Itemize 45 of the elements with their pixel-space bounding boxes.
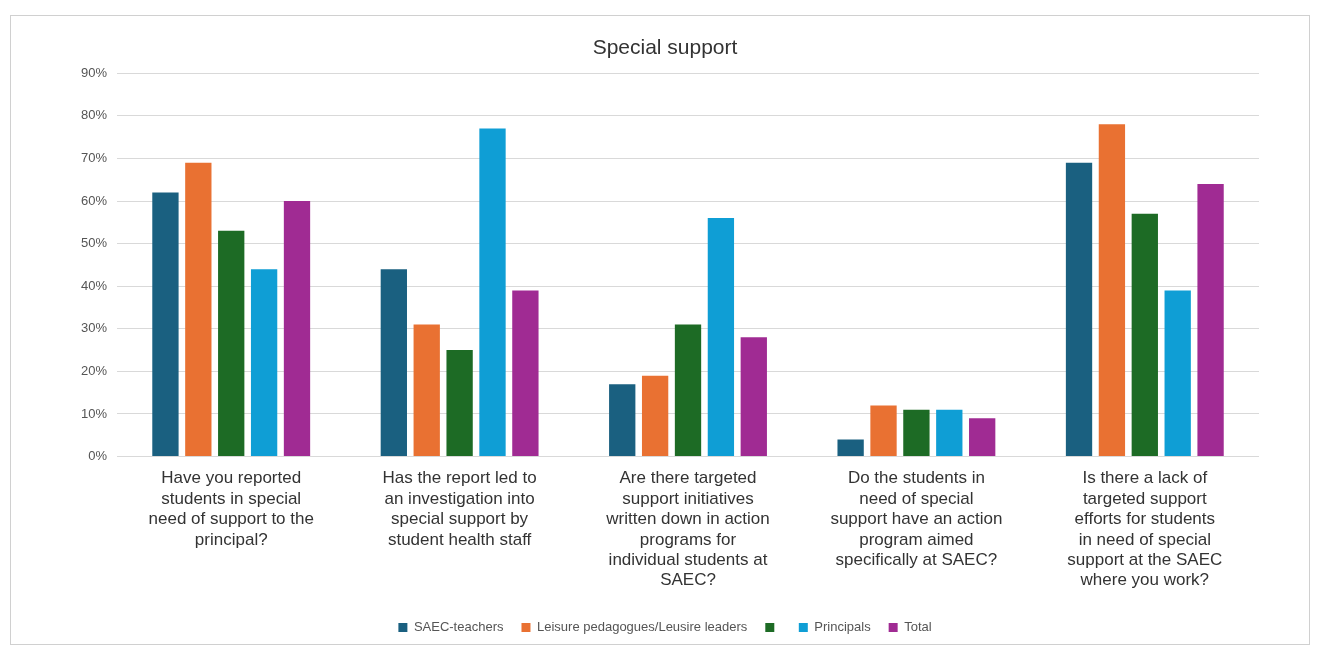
y-tick-label: 50% xyxy=(80,235,108,251)
y-tick-label: 90% xyxy=(80,64,108,80)
legend-label: SAEC-teachers xyxy=(413,619,504,635)
bar xyxy=(707,218,735,457)
y-tick-label: 70% xyxy=(80,149,108,165)
bar xyxy=(870,405,897,457)
chart-title: Special support xyxy=(592,35,738,59)
y-tick-label: 40% xyxy=(80,277,108,293)
y-tick-label: 10% xyxy=(80,405,108,421)
bar xyxy=(413,324,440,457)
bar xyxy=(250,269,278,457)
bar xyxy=(218,230,245,457)
x-tick-label: Is there a lack of targeted support efforts for students in need of special support at the SAEC where you work? xyxy=(1067,468,1223,590)
bar xyxy=(936,409,963,457)
x-tick-label: Have you reported students in special need of support to the principal? xyxy=(148,468,314,549)
bar xyxy=(837,439,864,457)
bar xyxy=(969,418,996,457)
bar xyxy=(740,337,767,457)
legend-label: Principals xyxy=(814,619,872,635)
bar xyxy=(479,128,506,457)
y-tick-label: 80% xyxy=(80,107,108,123)
x-tick-label: Are there targeted support initiatives written down in action programs for individual students at SAEC? xyxy=(605,468,770,590)
bar xyxy=(380,269,407,457)
legend-label: Leisure pedagogues/Leusire leaders xyxy=(536,619,748,635)
bar xyxy=(1197,183,1224,457)
bar xyxy=(283,201,311,457)
y-tick-label: 0% xyxy=(88,448,108,464)
y-tick-label: 60% xyxy=(80,192,108,208)
y-tick-label: 20% xyxy=(80,362,108,378)
bar xyxy=(641,375,669,457)
bar xyxy=(1098,124,1126,457)
bar xyxy=(1131,213,1158,457)
y-tick-label: 30% xyxy=(80,320,108,336)
bar xyxy=(512,290,539,457)
bar xyxy=(185,162,212,457)
bar xyxy=(674,324,702,457)
bar xyxy=(609,384,636,457)
bar xyxy=(152,192,179,457)
bar xyxy=(446,350,473,457)
x-tick-label: Has the report led to an investigation into special support by student health staff xyxy=(382,468,537,549)
bar xyxy=(1164,290,1191,457)
x-tick-label: Do the students in need of special support have an action program aimed specifically at SAEC? xyxy=(830,468,1003,570)
legend-label: Total xyxy=(904,619,932,635)
bar xyxy=(1065,162,1093,457)
bar xyxy=(903,409,930,457)
